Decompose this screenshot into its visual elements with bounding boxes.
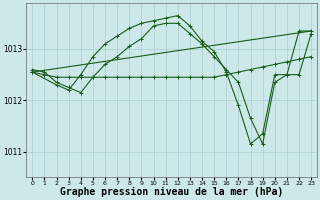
X-axis label: Graphe pression niveau de la mer (hPa): Graphe pression niveau de la mer (hPa) [60,187,283,197]
